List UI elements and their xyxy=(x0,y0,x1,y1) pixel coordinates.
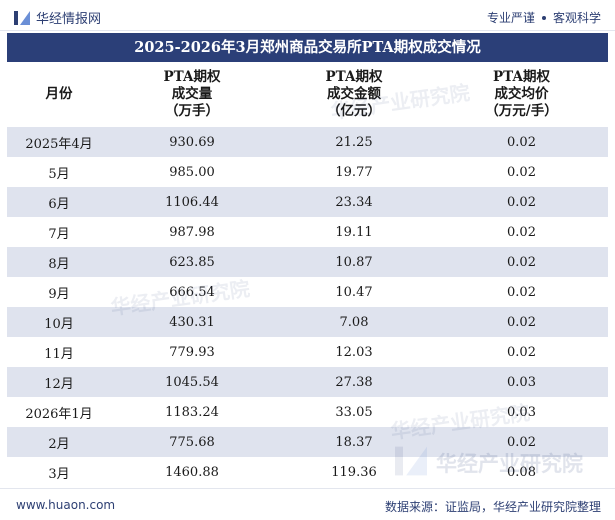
cell-month: 8月 xyxy=(7,247,111,277)
footer: www.huaon.com 数据来源：证监局，华经产业研究院整理 xyxy=(0,488,615,520)
cell-month: 11月 xyxy=(7,337,111,367)
header-month: 月份 xyxy=(7,62,111,127)
cell-month: 12月 xyxy=(7,367,111,397)
cell-amount: 10.87 xyxy=(273,247,435,277)
table-row: 9月 666.54 10.47 0.02 xyxy=(7,277,608,307)
cell-price: 0.02 xyxy=(435,187,608,217)
cell-amount: 119.36 xyxy=(273,457,435,487)
cell-amount: 23.34 xyxy=(273,187,435,217)
header-price: PTA期权 成交均价 （万元/手） xyxy=(435,62,608,127)
cell-volume: 779.93 xyxy=(111,337,273,367)
brand[interactable]: 华经情报网 xyxy=(14,8,101,27)
cell-volume: 1045.54 xyxy=(111,367,273,397)
cell-price: 0.03 xyxy=(435,367,608,397)
cell-price: 0.02 xyxy=(435,277,608,307)
cell-month: 9月 xyxy=(7,277,111,307)
slogan-left: 专业严谨 xyxy=(486,11,535,25)
slogan-dot xyxy=(541,15,546,20)
cell-volume: 666.54 xyxy=(111,277,273,307)
cell-volume: 1106.44 xyxy=(111,187,273,217)
table-row: 3月 1460.88 119.36 0.08 xyxy=(7,457,608,487)
cell-month: 5月 xyxy=(7,157,111,187)
table-row: 5月 985.00 19.77 0.02 xyxy=(7,157,608,187)
top-bar: 华经情报网 专业严谨 客观科学 xyxy=(0,0,615,31)
brand-name: 华经情报网 xyxy=(36,12,102,27)
cell-price: 0.02 xyxy=(435,307,608,337)
cell-amount: 33.05 xyxy=(273,397,435,427)
cell-amount: 19.77 xyxy=(273,157,435,187)
cell-month: 2025年4月 xyxy=(7,127,111,157)
cell-volume: 430.31 xyxy=(111,307,273,337)
table-row: 12月 1045.54 27.38 0.03 xyxy=(7,367,608,397)
cell-month: 10月 xyxy=(7,307,111,337)
cell-month: 3月 xyxy=(7,457,111,487)
cell-volume: 930.69 xyxy=(111,127,273,157)
table-row: 10月 430.31 7.08 0.02 xyxy=(7,307,608,337)
slogan-right: 客观科学 xyxy=(552,11,601,25)
cell-amount: 12.03 xyxy=(273,337,435,367)
cell-amount: 10.47 xyxy=(273,277,435,307)
cell-amount: 19.11 xyxy=(273,217,435,247)
footer-source: 数据来源：证监局，华经产业研究院整理 xyxy=(384,500,601,514)
cell-price: 0.03 xyxy=(435,397,608,427)
cell-price: 0.02 xyxy=(435,157,608,187)
footer-url[interactable]: www.huaon.com xyxy=(16,498,116,512)
table-row: 6月 1106.44 23.34 0.02 xyxy=(7,187,608,217)
cell-volume: 985.00 xyxy=(111,157,273,187)
table-row: 7月 987.98 19.11 0.02 xyxy=(7,217,608,247)
cell-volume: 623.85 xyxy=(111,247,273,277)
cell-amount: 27.38 xyxy=(273,367,435,397)
slogan: 专业严谨 客观科学 xyxy=(487,9,601,26)
cell-volume: 775.68 xyxy=(111,427,273,457)
header-volume: PTA期权 成交量 （万手） xyxy=(111,62,273,127)
table-row: 2月 775.68 18.37 0.02 xyxy=(7,427,608,457)
cell-amount: 7.08 xyxy=(273,307,435,337)
data-table: 月份 PTA期权 成交量 （万手） PTA期权 成交金额 （亿元） PTA期权 … xyxy=(7,62,608,487)
cell-month: 7月 xyxy=(7,217,111,247)
cell-month: 6月 xyxy=(7,187,111,217)
table-row: 2026年1月 1183.24 33.05 0.03 xyxy=(7,397,608,427)
header-amount: PTA期权 成交金额 （亿元） xyxy=(273,62,435,127)
cell-amount: 21.25 xyxy=(273,127,435,157)
brand-logo-icon xyxy=(14,10,30,25)
cell-volume: 987.98 xyxy=(111,217,273,247)
cell-price: 0.02 xyxy=(435,217,608,247)
cell-amount: 18.37 xyxy=(273,427,435,457)
table-header-row: 月份 PTA期权 成交量 （万手） PTA期权 成交金额 （亿元） PTA期权 … xyxy=(7,62,608,127)
cell-month: 2月 xyxy=(7,427,111,457)
table-title: 2025-2026年3月郑州商品交易所PTA期权成交情况 xyxy=(7,33,608,62)
table-row: 2025年4月 930.69 21.25 0.02 xyxy=(7,127,608,157)
cell-volume: 1460.88 xyxy=(111,457,273,487)
cell-price: 0.02 xyxy=(435,127,608,157)
cell-volume: 1183.24 xyxy=(111,397,273,427)
cell-month: 2026年1月 xyxy=(7,397,111,427)
table-row: 8月 623.85 10.87 0.02 xyxy=(7,247,608,277)
cell-price: 0.02 xyxy=(435,337,608,367)
cell-price: 0.02 xyxy=(435,247,608,277)
table-row: 11月 779.93 12.03 0.02 xyxy=(7,337,608,367)
cell-price: 0.02 xyxy=(435,427,608,457)
cell-price: 0.08 xyxy=(435,457,608,487)
